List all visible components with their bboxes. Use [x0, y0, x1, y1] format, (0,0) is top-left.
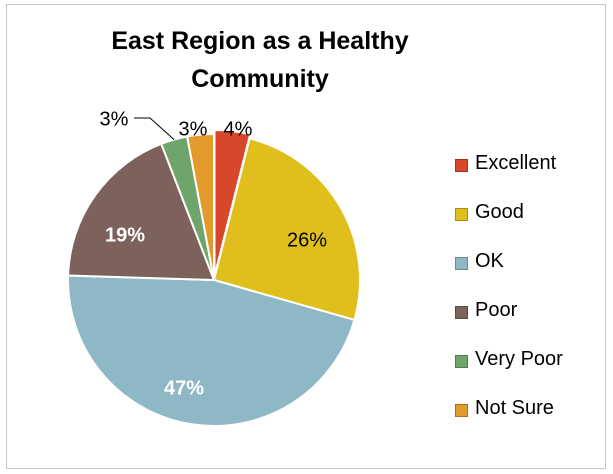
data-label-ok: 47%: [164, 377, 204, 399]
legend-label-excellent: Excellent: [475, 152, 557, 174]
chart-title-line-1: East Region as a Healthy: [111, 27, 409, 55]
legend-label-not-sure: Not Sure: [475, 397, 554, 419]
pie-slice-good: [212, 137, 361, 322]
legend-label-ok: OK: [475, 250, 504, 272]
chart-title: East Region as a Healthy Community: [70, 22, 450, 98]
legend-label-very-poor: Very Poor: [475, 348, 563, 370]
data-label-poor: 19%: [105, 224, 145, 246]
pie-data-labels: 4% 26% 47% 19% 3% 3%: [100, 108, 328, 399]
legend-swatch-good: [455, 208, 468, 221]
pie-slice-not-sure: [186, 132, 215, 281]
data-label-not-sure: 3%: [179, 118, 208, 140]
pie-slice-poor: [67, 142, 216, 282]
data-label-very-poor: 3%: [100, 108, 129, 130]
legend-swatch-not-sure: [455, 404, 468, 417]
legend-label-good: Good: [475, 201, 524, 223]
pie-slices: [67, 129, 361, 427]
legend-swatch-excellent: [455, 159, 468, 172]
legend-swatch-very-poor: [455, 355, 468, 368]
legend-swatch-ok: [455, 257, 468, 270]
data-label-excellent: 4%: [224, 118, 253, 140]
leader-line-very-poor: [134, 117, 175, 140]
pie-slice-ok: [67, 274, 356, 427]
data-label-good: 26%: [287, 229, 327, 251]
legend-label-poor: Poor: [475, 299, 518, 321]
chart-title-line-2: Community: [191, 65, 329, 93]
legend-swatch-poor: [455, 306, 468, 319]
